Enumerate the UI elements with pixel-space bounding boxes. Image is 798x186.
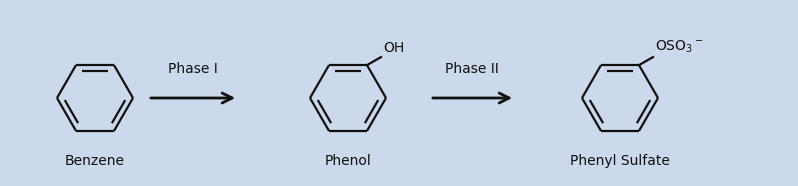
Text: Phase II: Phase II — [445, 62, 499, 76]
Text: Phase I: Phase I — [168, 62, 218, 76]
Text: OSO$_3$$^-$: OSO$_3$$^-$ — [655, 39, 704, 55]
Text: Phenyl Sulfate: Phenyl Sulfate — [570, 154, 670, 168]
Text: Benzene: Benzene — [65, 154, 125, 168]
Text: OH: OH — [383, 41, 405, 55]
Text: Phenol: Phenol — [325, 154, 371, 168]
